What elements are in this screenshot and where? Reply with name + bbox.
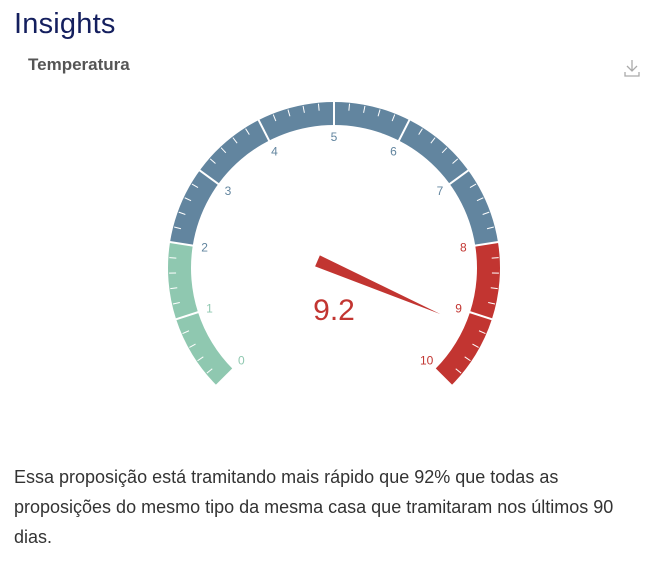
gauge-tick (476, 197, 484, 202)
gauge-split-line (198, 169, 220, 186)
gauge-tick (197, 356, 204, 362)
gauge-tick (191, 183, 199, 189)
gauge-tick-label: 1 (206, 301, 213, 315)
gauge-split-line (168, 240, 194, 247)
gauge-tick (478, 330, 486, 334)
gauge-tick (184, 197, 192, 202)
gauge-tick (302, 105, 305, 113)
gauge-tick-label: 8 (460, 241, 467, 255)
gauge-pointer (315, 255, 441, 315)
gauge-tick-label: 9 (455, 301, 462, 315)
gauge-tick (490, 287, 498, 290)
gauge-tick (287, 109, 291, 117)
gauge-split-line (174, 310, 200, 321)
gauge-tick (272, 114, 277, 122)
gauge-tick (317, 103, 320, 111)
download-icon (624, 60, 640, 77)
gauge-tick-label: 7 (437, 184, 444, 198)
gauge-tick-label: 10 (420, 354, 434, 368)
gauge-tick (441, 147, 448, 154)
gauge-tick (232, 137, 238, 144)
gauge-tick-label: 6 (390, 144, 397, 158)
gauge-band-1 (170, 101, 498, 246)
gauge-tick (363, 105, 366, 113)
gauge-tick (486, 226, 494, 230)
gauge-tick (178, 211, 186, 215)
gauge-tick (452, 158, 459, 164)
gauge-tick (455, 368, 462, 374)
gauge-tick (174, 226, 182, 230)
gauge-tick (430, 137, 436, 144)
gauge-tick-label: 2 (201, 241, 208, 255)
chart-title: Temperatura (28, 55, 130, 74)
gauge-split-line (474, 240, 500, 247)
gauge-tick (391, 114, 396, 122)
gauge-tick (348, 103, 351, 111)
download-button[interactable] (620, 56, 644, 80)
gauge-split-line (397, 118, 411, 142)
gauge-split-line (257, 118, 271, 142)
gauge-tick (482, 211, 490, 215)
gauge-tick-label: 4 (271, 144, 278, 158)
description-text: Essa proposição está tramitando mais ráp… (14, 467, 614, 547)
gauge-tick (220, 147, 227, 154)
gauge-tick-label: 0 (238, 354, 245, 368)
gauge-split-line (468, 310, 494, 321)
gauge-tick (189, 343, 196, 348)
gauge-tick-label: 5 (331, 130, 338, 144)
gauge-band-2 (435, 242, 500, 386)
gauge-tick (377, 109, 381, 117)
gauge-tick (472, 343, 479, 348)
gauge-band-0 (167, 242, 233, 386)
gauge-tick (418, 128, 423, 135)
gauge-split-line (215, 367, 235, 387)
gauge-tick (464, 356, 471, 362)
gauge-tick (206, 368, 213, 374)
gauge-tick (172, 301, 180, 305)
gauge-tick-label: 3 (225, 184, 232, 198)
page-title: Insights (14, 8, 116, 40)
gauge-tick (182, 330, 190, 334)
gauge-tick (245, 128, 250, 135)
gauge-value-label: 9.2 (313, 294, 355, 327)
gauge-tick (209, 158, 216, 164)
gauge-chart: 0 1 2 3 4 5 6 7 8 9 10 9.2 (167, 101, 500, 387)
gauge-tick (488, 301, 496, 305)
gauge-split-line (448, 169, 470, 186)
gauge-tick (170, 287, 178, 290)
gauge-tick (469, 183, 477, 189)
gauge-split-line (433, 367, 453, 387)
